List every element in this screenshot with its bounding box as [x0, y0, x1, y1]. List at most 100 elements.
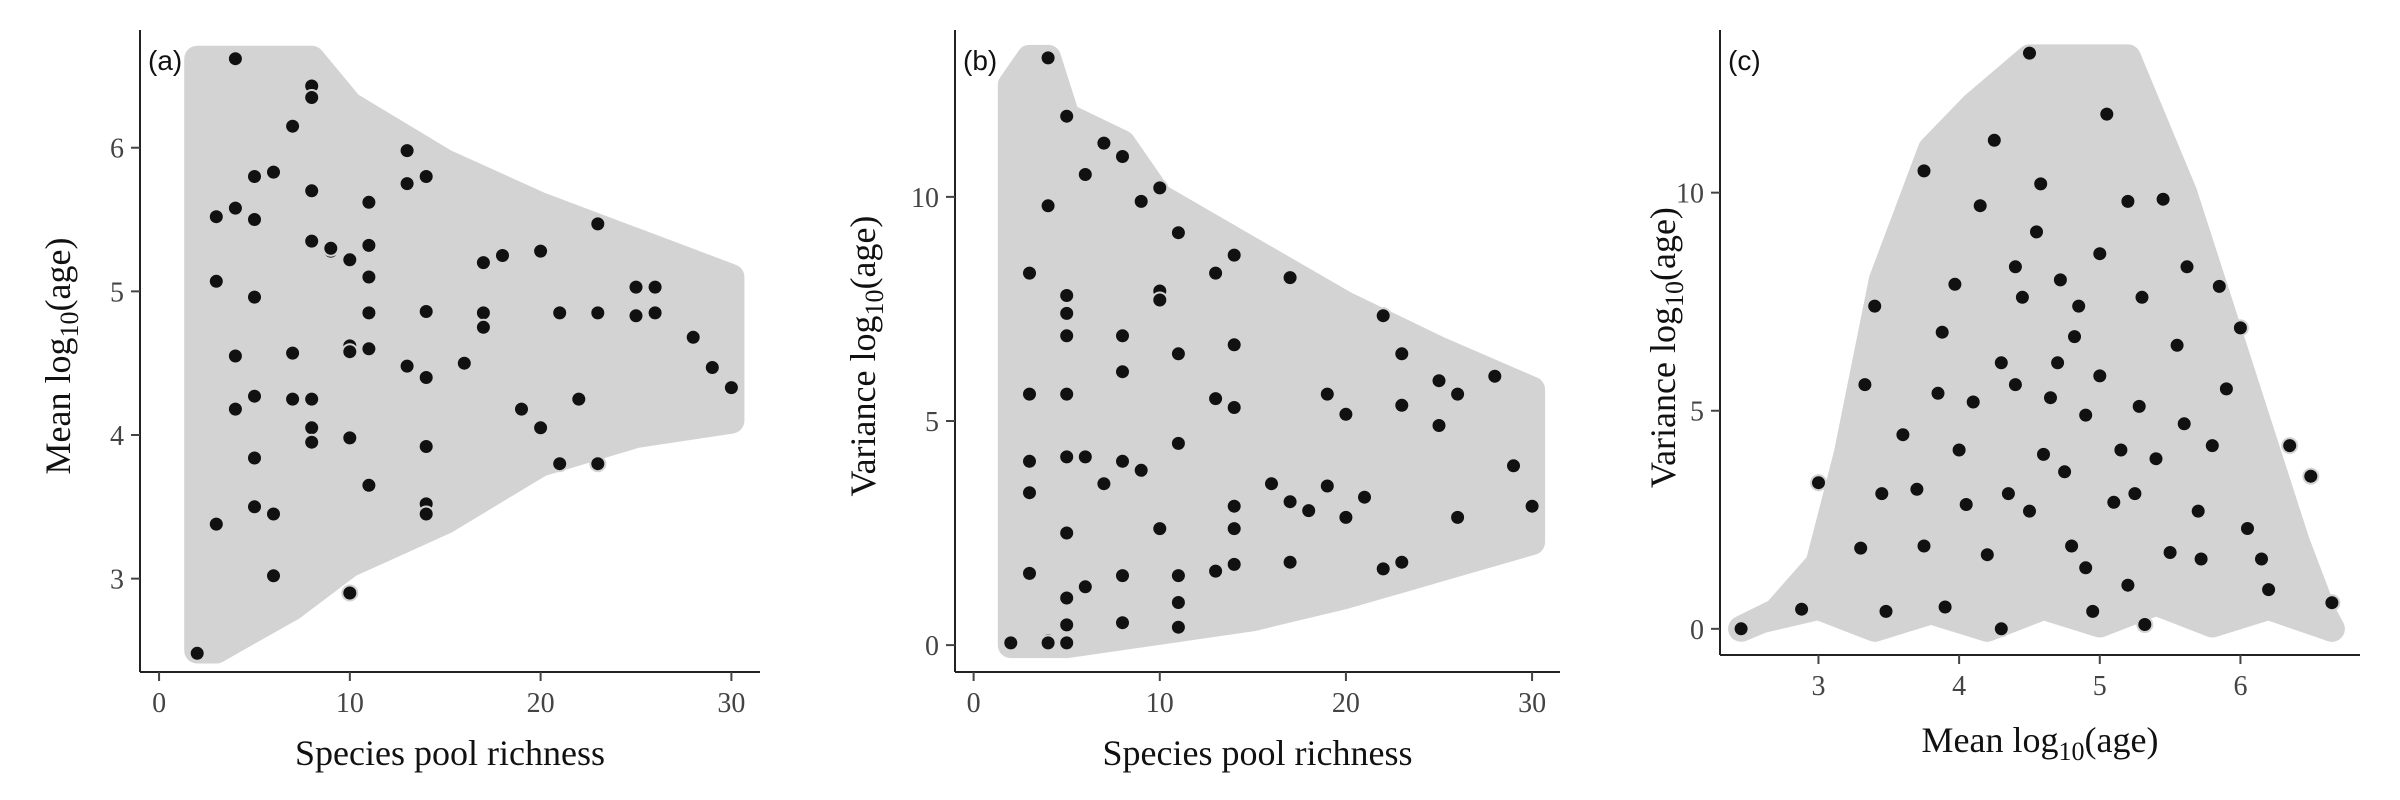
data-point — [1169, 618, 1187, 636]
y-axis-title: Variance log10(age) — [1643, 207, 1689, 488]
data-point — [2161, 544, 2179, 561]
data-point — [1151, 520, 1169, 538]
data-point — [1132, 461, 1150, 479]
y-tick-label: 4 — [110, 421, 124, 452]
data-point — [2231, 319, 2249, 337]
data-point — [1337, 508, 1355, 526]
data-point — [188, 644, 206, 662]
data-point — [2013, 288, 2031, 306]
data-point — [398, 357, 416, 375]
data-point — [1523, 497, 1541, 515]
data-point — [1095, 475, 1113, 493]
data-point — [1169, 594, 1187, 611]
data-point — [417, 303, 435, 320]
data-point — [1950, 441, 1968, 459]
data-point — [360, 476, 378, 494]
data-point — [1281, 553, 1299, 571]
data-point — [2028, 223, 2045, 241]
data-point — [417, 505, 435, 523]
data-point — [703, 359, 721, 376]
x-tick-label: 4 — [1952, 671, 1966, 702]
data-point — [570, 390, 588, 408]
y-tick-label: 5 — [925, 407, 939, 438]
data-point — [2063, 537, 2081, 555]
data-point — [226, 199, 244, 217]
panel-a: 0 10 20 30 3 4 5 6 (a) Species pool richness Mean … — [38, 30, 760, 773]
data-point — [1732, 620, 1750, 638]
data-point — [207, 208, 225, 226]
data-point — [303, 390, 321, 408]
y-axis-title-pre: Variance log — [843, 316, 883, 497]
data-point — [2133, 288, 2151, 306]
data-point — [1021, 564, 1038, 582]
x-axis-title-pre: Mean log — [1922, 720, 2059, 760]
x-tick-label: 6 — [2233, 671, 2247, 702]
data-point — [360, 304, 378, 322]
data-point — [226, 50, 244, 68]
data-point — [2192, 550, 2210, 568]
data-point — [2070, 297, 2088, 315]
data-point — [1207, 264, 1225, 282]
data-point — [1225, 246, 1243, 264]
data-point — [1151, 179, 1169, 197]
x-axis-title-post: (age) — [2085, 720, 2159, 760]
data-point — [303, 182, 321, 200]
data-point — [417, 168, 435, 185]
data-point — [1486, 367, 1504, 385]
data-point — [1207, 390, 1225, 408]
data-point — [341, 343, 359, 361]
panel-b: 0 10 20 30 0 5 10 (b) Species pool richness Varia… — [843, 30, 1560, 773]
data-point — [551, 304, 569, 322]
data-point — [246, 168, 263, 185]
data-point — [2119, 576, 2137, 594]
x-tick-label: 30 — [1518, 688, 1546, 719]
data-point — [360, 236, 378, 254]
y-axis-title: Variance log10(age) — [843, 216, 889, 497]
data-point — [589, 455, 607, 473]
data-point — [2091, 367, 2109, 385]
data-point — [532, 242, 550, 260]
data-point — [1915, 537, 1933, 555]
data-point — [494, 247, 511, 264]
data-point — [265, 567, 282, 585]
y-tick-label: 5 — [110, 277, 124, 308]
data-point — [1207, 562, 1225, 580]
data-point — [265, 163, 282, 181]
data-point — [1039, 49, 1057, 67]
data-point — [1929, 384, 1947, 402]
data-point — [1169, 224, 1187, 242]
data-point — [1992, 620, 2010, 638]
data-point — [1374, 560, 1392, 578]
data-point — [627, 307, 645, 325]
data-point — [2077, 559, 2095, 577]
data-point — [226, 347, 244, 365]
y-axis-title-pre: Mean log — [38, 337, 78, 474]
data-point — [2105, 493, 2123, 511]
data-point — [1810, 474, 1827, 492]
data-point — [1021, 484, 1038, 502]
data-point — [455, 354, 473, 372]
panel-label: (c) — [1728, 45, 1761, 76]
data-point — [1985, 131, 2003, 149]
data-point — [1095, 134, 1113, 152]
data-point — [722, 379, 740, 397]
data-point — [2168, 336, 2186, 354]
y-axis-title: Mean log10(age) — [38, 238, 84, 475]
data-point — [1225, 336, 1243, 354]
data-point — [1971, 197, 1989, 215]
y-tick-label: 6 — [110, 134, 124, 165]
data-point — [246, 449, 263, 467]
data-point — [2178, 258, 2196, 276]
data-point — [1318, 477, 1336, 495]
data-point — [1505, 457, 1522, 475]
x-tick-label: 20 — [527, 688, 555, 719]
data-point — [1449, 508, 1467, 526]
data-point — [1114, 614, 1131, 632]
data-point — [589, 215, 607, 233]
data-point — [1058, 616, 1076, 634]
data-point — [1430, 417, 1448, 434]
data-point — [646, 278, 664, 296]
data-point — [532, 419, 550, 437]
